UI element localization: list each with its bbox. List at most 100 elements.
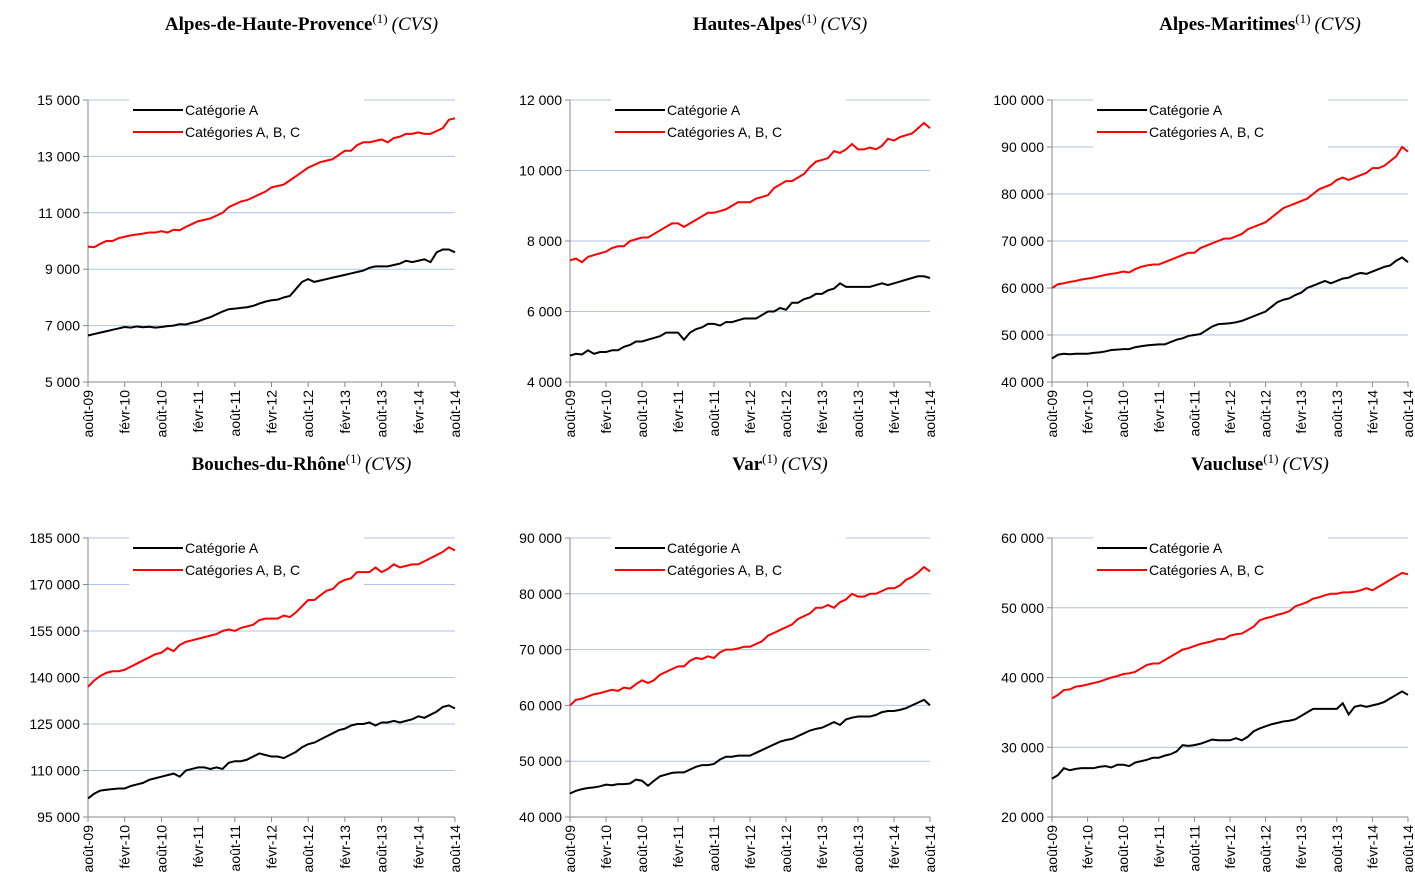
x-tick-label: août-13 — [1329, 825, 1345, 873]
chart: Alpes-Maritimes(1) (CVS) 40 000 50 000 60 00… — [993, 11, 1415, 437]
x-tick-label: févr-14 — [410, 390, 426, 434]
x-tick-label: août-10 — [1115, 825, 1131, 873]
x-tick-label: févr-10 — [117, 390, 133, 434]
x-tick-label: août-10 — [634, 390, 650, 438]
legend-label: Catégorie A — [1149, 102, 1223, 118]
chart: Var(1) (CVS) 40 000 50 000 60 000 70 000 80 00… — [519, 451, 938, 872]
x-tick-label: févr-12 — [264, 390, 280, 434]
x-tick-label: août-13 — [374, 825, 390, 873]
y-tick-label: 13 000 — [37, 148, 80, 164]
y-tick-label: 170 000 — [29, 577, 80, 593]
chart-title: Hautes-Alpes(1) (CVS) — [693, 11, 867, 35]
y-tick-label: 11 000 — [38, 205, 80, 221]
x-tick-label: févr-13 — [337, 825, 353, 869]
x-tick-label: févr-12 — [742, 825, 758, 869]
legend-label: Catégorie A — [667, 102, 741, 118]
x-tick-label: févr-11 — [190, 390, 206, 433]
y-tick-label: 80 000 — [519, 586, 562, 602]
title-text: Alpes-de-Haute-Provence — [165, 14, 373, 35]
title-note: (1) — [762, 451, 777, 466]
legend-label: Catégories A, B, C — [667, 562, 782, 578]
series-line — [569, 698, 931, 795]
x-tick-label: août-12 — [1258, 390, 1274, 438]
y-tick-label: 50 000 — [1001, 600, 1044, 616]
x-tick-label: août-09 — [80, 390, 96, 438]
x-tick-label: févr-14 — [1364, 390, 1380, 434]
y-tick-label: 10 000 — [519, 163, 562, 179]
title-note: (1) — [1263, 451, 1278, 466]
y-tick-label: 20 000 — [1001, 809, 1044, 825]
series-line — [87, 117, 456, 249]
series-line — [569, 275, 931, 357]
x-tick-label: févr-14 — [886, 825, 902, 869]
legend-label: Catégories A, B, C — [1149, 562, 1264, 578]
chart-title: Var(1) (CVS) — [732, 451, 828, 475]
x-tick-label: févr-11 — [670, 825, 686, 868]
x-tick-label: févr-11 — [190, 825, 206, 868]
x-tick-label: août-10 — [634, 825, 650, 873]
x-tick-label: août-11 — [1186, 390, 1202, 437]
subtitle: (CVS) — [781, 454, 827, 475]
legend-label: Catégories A, B, C — [667, 124, 782, 140]
y-tick-label: 110 000 — [30, 763, 80, 779]
x-tick-label: févr-10 — [1080, 825, 1096, 869]
x-tick-label: août-09 — [562, 390, 578, 438]
legend-box — [611, 532, 846, 590]
series-line — [1051, 145, 1409, 289]
y-tick-label: 40 000 — [1001, 374, 1044, 390]
subtitle: (CVS) — [821, 14, 867, 35]
x-tick-label: févr-13 — [1293, 390, 1309, 434]
y-tick-label: 155 000 — [29, 623, 80, 639]
x-tick-label: août-12 — [778, 390, 794, 438]
legend-label: Catégorie A — [1149, 540, 1223, 556]
y-tick-label: 7 000 — [45, 318, 80, 334]
title-note: (1) — [1295, 11, 1310, 26]
subtitle: (CVS) — [392, 14, 438, 35]
x-tick-label: févr-13 — [814, 390, 830, 434]
legend-box — [1093, 94, 1328, 152]
x-tick-label: févr-11 — [1151, 825, 1167, 868]
y-tick-label: 90 000 — [1001, 139, 1044, 155]
y-tick-label: 4 000 — [527, 374, 562, 390]
y-tick-label: 60 000 — [519, 697, 562, 713]
x-tick-label: août-13 — [850, 825, 866, 873]
chart-title: Bouches-du-Rhône(1) (CVS) — [192, 451, 412, 475]
y-tick-label: 12 000 — [519, 92, 562, 108]
subtitle: (CVS) — [1314, 14, 1360, 35]
y-tick-label: 50 000 — [519, 753, 562, 769]
x-tick-label: août-09 — [80, 825, 96, 873]
y-tick-label: 60 000 — [1001, 280, 1044, 296]
x-tick-label: févr-12 — [742, 390, 758, 434]
x-tick-label: févr-10 — [1080, 390, 1096, 434]
legend-box — [129, 94, 364, 152]
title-text: Hautes-Alpes — [693, 14, 802, 35]
x-tick-label: août-13 — [1329, 390, 1345, 438]
x-tick-label: août-12 — [300, 825, 316, 873]
y-tick-label: 80 000 — [1001, 186, 1044, 202]
x-tick-label: févr-12 — [264, 825, 280, 869]
chart-title: Alpes-de-Haute-Provence(1) (CVS) — [165, 11, 438, 35]
chart: Hautes-Alpes(1) (CVS) 4 000 6 000 8 000 10 00… — [519, 11, 938, 437]
chart-title: Alpes-Maritimes(1) (CVS) — [1159, 11, 1361, 35]
y-tick-label: 185 000 — [29, 530, 80, 546]
x-tick-label: févr-14 — [886, 390, 902, 434]
x-tick-label: févr-11 — [670, 390, 686, 433]
y-tick-label: 90 000 — [519, 530, 562, 546]
x-tick-label: août-11 — [706, 390, 722, 437]
chart-title: Vaucluse(1) (CVS) — [1191, 451, 1329, 475]
x-tick-label: févr-10 — [598, 390, 614, 434]
y-tick-label: 140 000 — [29, 670, 80, 686]
x-tick-label: août-14 — [1400, 390, 1415, 438]
x-tick-label: août-11 — [227, 825, 243, 872]
y-tick-label: 30 000 — [1001, 739, 1044, 755]
chart: Alpes-de-Haute-Provence(1) (CVS) 5 000 7 00… — [37, 11, 463, 437]
x-tick-label: août-11 — [227, 390, 243, 437]
legend-box — [129, 532, 364, 590]
series-line — [569, 565, 931, 707]
x-tick-label: août-13 — [374, 390, 390, 438]
x-tick-label: août-14 — [922, 390, 938, 438]
title-text: Vaucluse — [1191, 454, 1263, 475]
x-tick-label: févr-13 — [1293, 825, 1309, 869]
x-tick-label: févr-14 — [410, 825, 426, 869]
x-tick-label: août-09 — [1044, 825, 1060, 873]
